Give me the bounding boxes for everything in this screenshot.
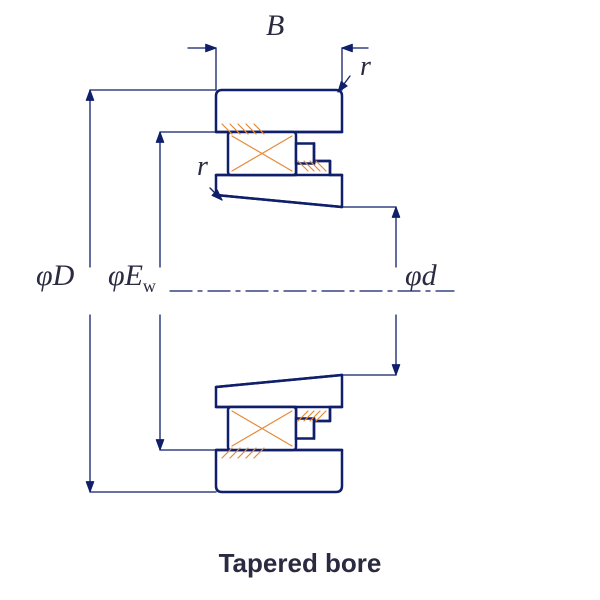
label-r2: r <box>197 151 208 183</box>
bearing-cross-section <box>0 0 600 600</box>
label-r1: r <box>360 51 371 83</box>
label-phiD: φD <box>36 259 74 293</box>
diagram-title: Tapered bore <box>0 548 600 579</box>
label-phid: φd <box>405 259 437 293</box>
diagram-stage: Tapered bore B r r φD φEw φd <box>0 0 600 600</box>
label-B: B <box>266 9 284 43</box>
label-phiEw: φEw <box>108 259 156 297</box>
